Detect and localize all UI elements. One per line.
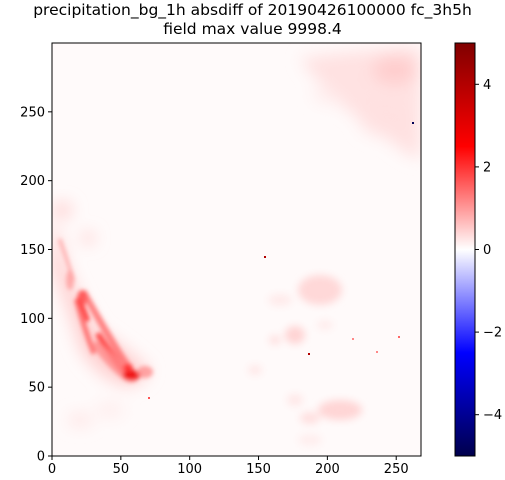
plot-area <box>51 42 422 457</box>
colorbar-tick-label: −2 <box>483 326 502 341</box>
y-tick-label: 200 <box>20 174 45 189</box>
colorbar-ticks: 4 2 0 −2 −4 <box>475 78 502 423</box>
y-tick-label: 150 <box>20 243 45 258</box>
x-tick-label: 100 <box>177 462 202 477</box>
x-tick-label: 250 <box>384 462 409 477</box>
y-tick-label: 50 <box>28 381 45 396</box>
northeast-field-region <box>300 46 421 160</box>
isolated-pixels <box>148 122 414 399</box>
x-tick-label: 200 <box>315 462 340 477</box>
y-axis: 0 50 100 150 200 250 <box>20 105 52 465</box>
colorbar: 4 2 0 −2 −4 <box>454 42 502 457</box>
colorbar-gradient <box>455 43 475 456</box>
heatmap-field <box>52 46 421 446</box>
southeast-field-patches <box>287 394 362 446</box>
colorbar-tick-label: 0 <box>483 243 491 258</box>
colorbar-tick-label: −4 <box>483 408 502 423</box>
central-field-patches <box>248 275 342 375</box>
y-tick-label: 250 <box>20 105 45 120</box>
x-tick-label: 0 <box>48 462 56 477</box>
colorbar-tick-label: 4 <box>483 78 491 93</box>
x-axis: 0 50 100 150 200 250 <box>48 456 409 477</box>
southwest-streaks <box>58 238 153 383</box>
x-tick-label: 150 <box>246 462 271 477</box>
chart-subtitle: field max value 9998.4 <box>163 20 342 38</box>
x-tick-label: 50 <box>113 462 130 477</box>
y-tick-label: 0 <box>37 450 45 465</box>
colorbar-tick-label: 2 <box>483 160 491 175</box>
chart-title: precipitation_bg_1h absdiff of 201904261… <box>33 1 472 19</box>
y-tick-label: 100 <box>20 312 45 327</box>
